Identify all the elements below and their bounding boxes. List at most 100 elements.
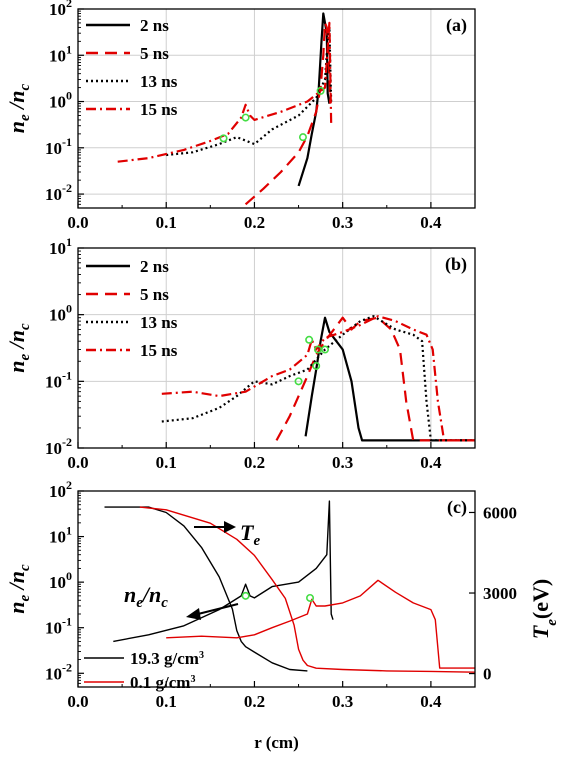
marker-point <box>316 86 325 95</box>
series-line-1 <box>244 21 332 206</box>
y-tick-label: 101 <box>49 235 72 258</box>
plot-frame <box>77 247 476 449</box>
series-line-2 <box>166 579 475 669</box>
y-tick-label: 100 <box>49 569 72 592</box>
ne-annotation-sub2: c <box>161 595 168 611</box>
marker-point <box>306 593 315 602</box>
y-axis-label-part: c <box>17 564 33 571</box>
plot-frame <box>77 8 476 209</box>
y2-axis-label-t: T <box>528 624 553 639</box>
y-tick-label: 100 <box>49 302 72 325</box>
legend-label-sup: 3 <box>199 650 204 661</box>
series-line-1 <box>275 316 475 442</box>
legend-label: 5 ns <box>140 285 169 304</box>
y-tick-exp: 1 <box>66 235 72 249</box>
marker-point <box>298 133 307 142</box>
legend-label: 13 ns <box>140 72 178 91</box>
series-line-2 <box>161 315 475 442</box>
x-tick-label: 0.0 <box>67 453 88 472</box>
y-tick-label: 101 <box>49 42 72 65</box>
y2-axis-label: Te(eV) <box>528 579 560 639</box>
y-tick-exp: -2 <box>62 435 72 449</box>
y-tick-exp: -1 <box>62 135 72 149</box>
marker-point <box>312 361 321 370</box>
y-axis-label-part: e <box>17 353 33 360</box>
series-line-3 <box>117 21 333 163</box>
y-tick-base: 10 <box>45 439 62 458</box>
y-axis-label-part: e <box>17 114 33 121</box>
y-tick-label: 10-2 <box>45 435 72 458</box>
marker-point <box>241 113 250 122</box>
y-axis-label-part: n <box>4 121 29 133</box>
panel-label: (a) <box>446 15 467 36</box>
y-tick-exp: 2 <box>66 478 72 492</box>
series-line-te-1 <box>104 506 308 672</box>
y-tick-label: 10-2 <box>45 660 72 683</box>
ne-annotation-slash: /n <box>141 582 161 607</box>
y-axis-label-part: c <box>17 83 33 90</box>
y-axis-label-part: e <box>17 594 33 601</box>
x-axis-label: r (cm) <box>254 733 299 752</box>
ne-arrow-line <box>197 603 239 615</box>
y2-axis-label-unit: (eV) <box>528 579 553 619</box>
y-tick-exp: -1 <box>62 615 72 629</box>
series-line-3 <box>161 315 475 442</box>
y-tick-label: 101 <box>49 524 72 547</box>
marker-point <box>294 377 303 386</box>
marker-point <box>241 591 250 600</box>
y-tick-base: 10 <box>45 619 62 638</box>
y-tick-base: 10 <box>49 573 66 592</box>
legend-label-base: 19.3 g/cm <box>130 649 199 668</box>
ne-arrow-head <box>186 608 201 620</box>
legend-label: 15 ns <box>140 341 178 360</box>
te-annotation: Te <box>240 520 260 549</box>
y-tick-base: 10 <box>49 46 66 65</box>
legend-label: 2 ns <box>140 16 169 35</box>
y-tick-exp: 1 <box>66 42 72 56</box>
x-tick-label: 0.2 <box>244 692 265 711</box>
panel-label: (b) <box>445 254 467 275</box>
te-arrow-head <box>224 521 236 533</box>
y-tick-exp: -2 <box>62 181 72 195</box>
x-tick-label: 0.1 <box>156 692 177 711</box>
y-tick-base: 10 <box>49 306 66 325</box>
y-tick-base: 10 <box>49 0 66 19</box>
marker-point <box>321 345 330 354</box>
y-tick-exp: 0 <box>66 302 72 316</box>
y-axis-label: ne /nc <box>4 83 33 133</box>
y-tick-base: 10 <box>45 139 62 158</box>
y-tick-exp: -2 <box>62 660 72 674</box>
y-axis-label-part: /n <box>4 330 29 354</box>
y2-tick-label: 3000 <box>483 584 517 603</box>
x-tick-label: 0.0 <box>67 692 88 711</box>
plot-area <box>161 315 475 442</box>
x-tick-label: 0.4 <box>420 453 442 472</box>
marker-point <box>305 335 314 344</box>
y-tick-label: 102 <box>49 478 72 501</box>
legend-label-sup: 3 <box>190 674 195 685</box>
y-tick-label: 10-1 <box>45 368 72 391</box>
y-tick-base: 10 <box>49 93 66 112</box>
y-axis-label: ne /nc <box>4 323 33 373</box>
marker-point <box>219 134 228 143</box>
y-tick-exp: 0 <box>66 569 72 583</box>
plot-area <box>117 12 333 206</box>
y-tick-base: 10 <box>45 372 62 391</box>
y-tick-exp: 0 <box>66 89 72 103</box>
y-tick-base: 10 <box>45 664 62 683</box>
x-tick-label: 0.4 <box>420 213 442 232</box>
panel-c: 0.0 0.1 0.2 0.3 0.410-210-110010110203000600… <box>4 478 560 752</box>
y-tick-label: 10-1 <box>45 615 72 638</box>
y-tick-base: 10 <box>49 528 66 547</box>
x-tick-label: 0.3 <box>332 453 353 472</box>
y-tick-label: 10-1 <box>45 135 72 158</box>
y-tick-label: 10-2 <box>45 181 72 204</box>
ne-annotation-n: n <box>124 582 136 607</box>
x-tick-label: 0.3 <box>332 692 353 711</box>
x-tick-label: 0.1 <box>156 453 177 472</box>
y-tick-base: 10 <box>45 185 62 204</box>
legend-label: 15 ns <box>140 100 178 119</box>
